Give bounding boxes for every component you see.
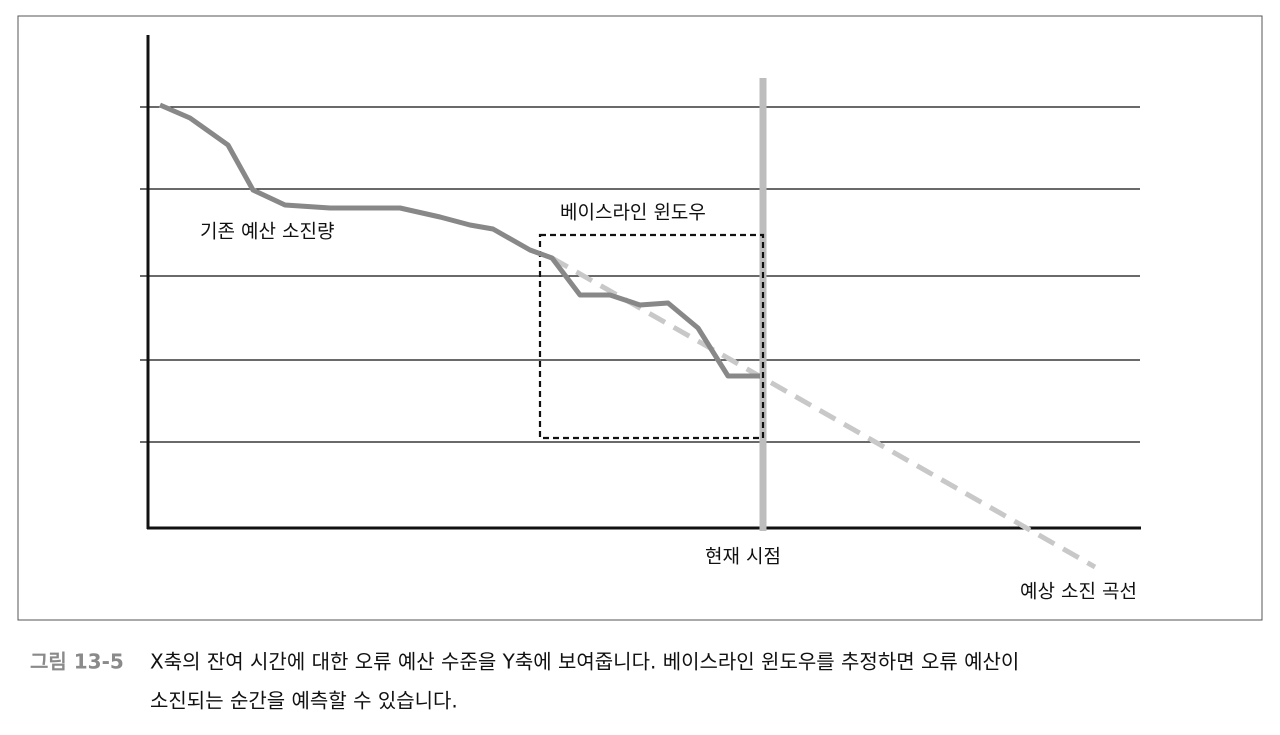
frame: [17, 15, 1263, 621]
caption-number: 그림 13-5: [30, 650, 124, 674]
caption-text: 소진되는 순간을 예측할 수 있습니다.: [150, 689, 458, 713]
projected-line: [550, 255, 1097, 570]
label: 기존 예산 소진량: [200, 221, 334, 243]
label: 예상 소진 곡선: [1020, 581, 1137, 603]
caption-text: X축의 잔여 시간에 대한 오류 예산 수준을 Y축에 보여줍니다. 베이스라인…: [150, 650, 1019, 674]
label: 현재 시점: [705, 546, 781, 568]
burn-line: [159, 102, 760, 379]
label: 베이스라인 윈도우: [560, 202, 706, 224]
grid: [140, 106, 1140, 443]
baseline-window-box: [538, 233, 765, 440]
